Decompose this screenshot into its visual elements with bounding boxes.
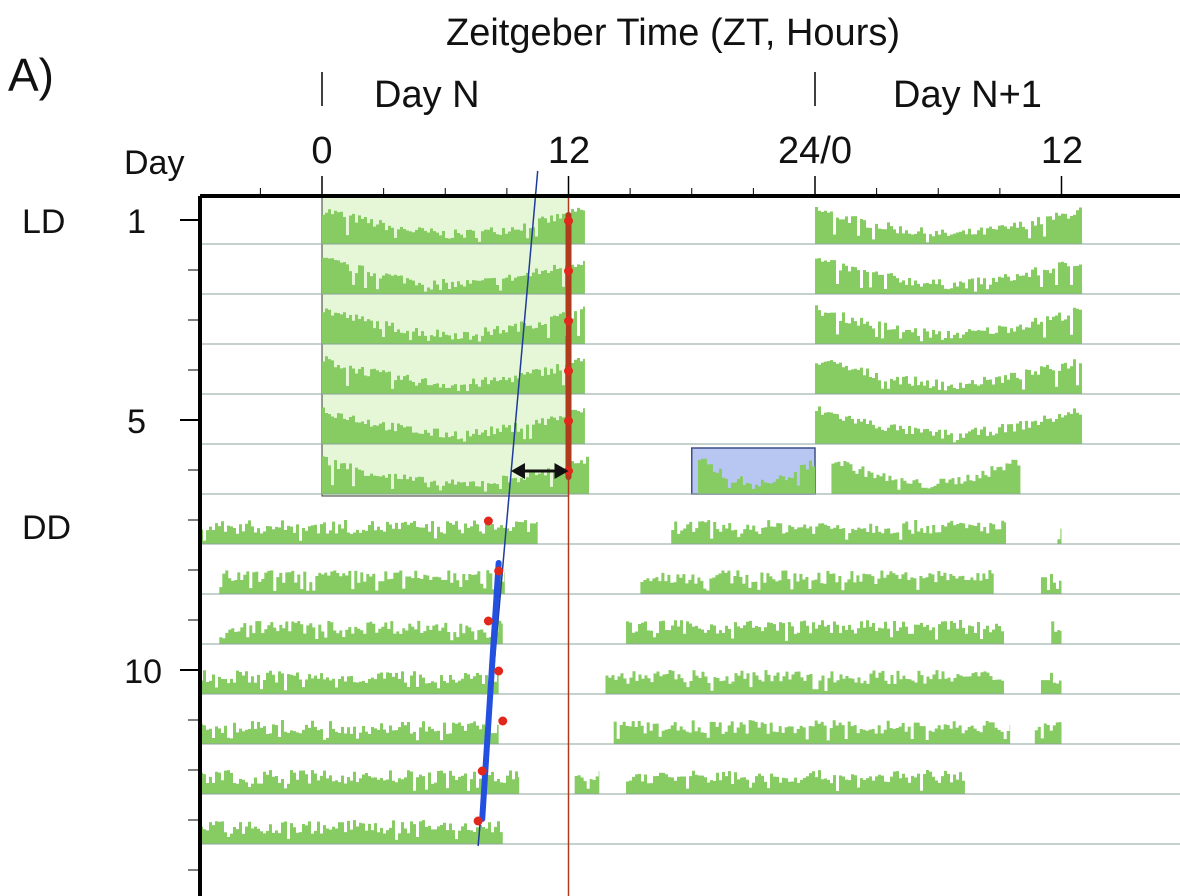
onset-point-day-5 — [564, 416, 573, 426]
activity-bars-day-6 — [697, 458, 815, 494]
activity-bars-day-12 — [626, 770, 965, 794]
onset-point-day-3 — [564, 316, 573, 326]
activity-bars-day-3 — [815, 305, 1083, 344]
onset-point-day-7 — [483, 516, 493, 526]
activity-bars-day-7 — [671, 520, 1007, 544]
x-tick-label-0: 0 — [311, 130, 333, 172]
panel-label: A) — [8, 49, 54, 101]
activity-bars-day-6 — [831, 459, 1021, 494]
onset-point-day-2 — [564, 266, 573, 276]
phase-arrow-head-right — [554, 463, 569, 479]
activity-bars-day-1 — [322, 207, 585, 244]
activity-bars-day-11 — [613, 720, 1011, 744]
activity-bars-day-10 — [1040, 672, 1062, 694]
y-axis-title: Day — [124, 144, 185, 182]
activity-bars-day-4 — [815, 359, 1083, 394]
dd-fit-line — [479, 560, 502, 822]
chart-title: Zeitgeber Time (ZT, Hours) — [446, 12, 900, 54]
x-tick-label-36: 12 — [1040, 130, 1084, 172]
activity-bars-day-10 — [605, 670, 1004, 694]
activity-bars-day-5 — [815, 406, 1083, 444]
x-tick-label-24: 24/0 — [778, 130, 852, 172]
day-n-plus-1-label: Day N+1 — [893, 74, 1042, 116]
activity-bars-day-2 — [815, 258, 1083, 294]
onset-point-day-11 — [498, 716, 508, 726]
activity-bars-day-9 — [219, 620, 503, 644]
y-tick-label-1: 1 — [127, 203, 146, 241]
activity-bars-day-11 — [1034, 722, 1062, 744]
x-tick-label-12: 12 — [547, 130, 591, 172]
condition-label-ld: LD — [22, 203, 66, 241]
activity-bars-day-8 — [640, 570, 994, 594]
onset-point-day-10 — [494, 666, 504, 676]
activity-bars-day-8 — [219, 570, 505, 594]
activity-bars-day-3 — [322, 306, 585, 344]
activity-bars-day-12 — [574, 771, 600, 794]
onset-point-day-12 — [477, 766, 487, 776]
y-tick-label-5: 5 — [127, 403, 146, 441]
activity-bars-day-2 — [322, 257, 585, 294]
onset-point-day-8 — [494, 566, 504, 576]
activity-bars-day-7 — [1057, 528, 1062, 544]
condition-label-dd: DD — [22, 509, 72, 547]
activity-bars-day-5 — [322, 407, 585, 444]
activity-bars-day-12 — [200, 770, 520, 794]
activity-bars-day-9 — [626, 620, 1004, 644]
light-phase-region — [321, 195, 569, 497]
activity-bars-day-8 — [1040, 574, 1062, 594]
onset-point-day-4 — [564, 366, 573, 376]
activity-bars-day-6 — [322, 455, 590, 494]
day-n-label: Day N — [374, 74, 480, 116]
activity-bars-day-9 — [1051, 621, 1062, 644]
y-tick-label-10: 10 — [124, 653, 162, 691]
activity-bars-day-11 — [200, 720, 499, 744]
activity-bars-day-7 — [200, 520, 538, 544]
phase-arrow-head-left — [510, 463, 525, 479]
onset-point-day-13 — [473, 816, 483, 826]
activity-bars-day-1 — [815, 207, 1083, 244]
activity-bars-day-13 — [200, 820, 503, 844]
onset-point-day-9 — [483, 616, 493, 626]
onset-point-day-1 — [564, 216, 573, 226]
activity-bars-day-10 — [200, 670, 499, 694]
